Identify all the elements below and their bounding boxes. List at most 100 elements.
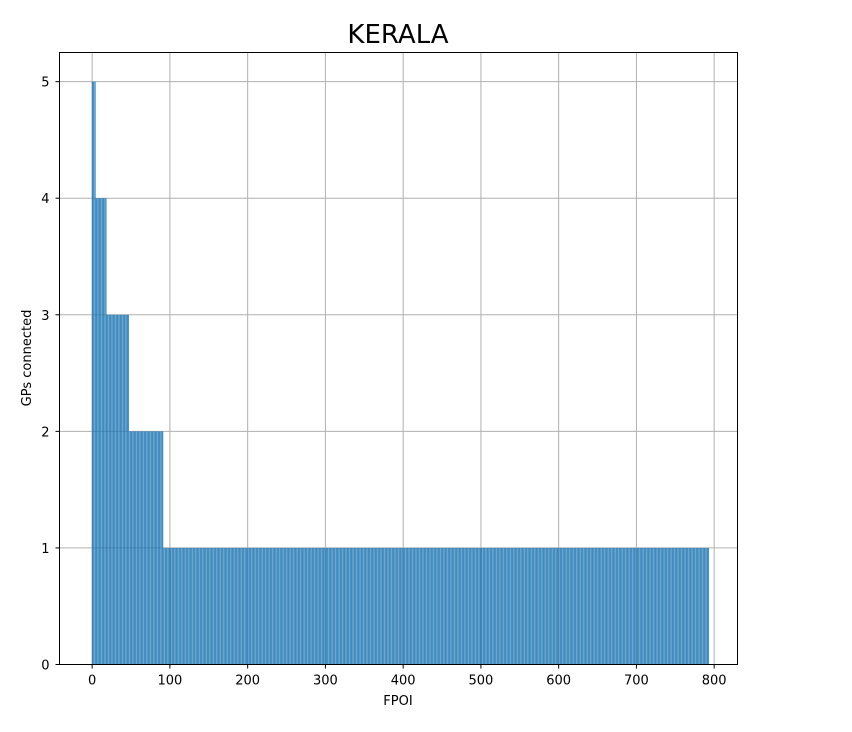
bar xyxy=(461,547,463,665)
bar xyxy=(620,547,622,665)
bar xyxy=(110,314,112,665)
bar xyxy=(472,547,474,665)
bar xyxy=(428,547,430,665)
bar xyxy=(699,547,701,665)
bar xyxy=(331,547,332,665)
bar xyxy=(234,547,235,665)
bar xyxy=(468,547,470,665)
bar xyxy=(290,547,292,665)
bar xyxy=(589,547,591,665)
bar xyxy=(193,547,195,665)
bar xyxy=(400,547,402,665)
bar xyxy=(580,547,581,665)
bar xyxy=(547,547,549,665)
bar xyxy=(233,547,234,665)
bar xyxy=(381,547,383,665)
bar xyxy=(261,547,262,665)
bar xyxy=(157,431,158,665)
bar xyxy=(556,547,557,665)
bar xyxy=(531,547,532,665)
bar xyxy=(519,547,521,665)
bar xyxy=(462,547,464,665)
bar xyxy=(94,81,96,665)
bar xyxy=(683,547,685,665)
bar xyxy=(516,547,517,665)
bar xyxy=(127,314,129,665)
bar xyxy=(628,547,629,665)
bar xyxy=(123,314,125,665)
bar xyxy=(258,547,259,665)
bar xyxy=(404,547,406,665)
bar xyxy=(320,547,322,665)
bar xyxy=(572,547,573,665)
bar xyxy=(442,547,444,665)
bar xyxy=(356,547,357,665)
bar xyxy=(165,547,167,665)
bar xyxy=(402,547,403,665)
bar xyxy=(695,547,696,665)
bar xyxy=(119,314,121,665)
bar xyxy=(567,547,569,665)
bar xyxy=(256,547,258,665)
bar xyxy=(367,547,369,665)
bar xyxy=(667,547,669,665)
bar xyxy=(498,547,500,665)
bar xyxy=(196,547,198,665)
bar xyxy=(98,198,100,665)
bar xyxy=(170,547,171,665)
bar xyxy=(157,431,159,665)
bar xyxy=(610,547,612,665)
bar xyxy=(530,547,531,665)
bar xyxy=(563,547,565,665)
bar xyxy=(615,547,617,665)
bar xyxy=(262,547,263,665)
bar xyxy=(143,431,145,665)
bar xyxy=(630,547,632,665)
bar xyxy=(417,547,419,665)
bar xyxy=(692,547,694,665)
bar xyxy=(626,547,628,665)
bar xyxy=(394,547,395,665)
bar xyxy=(465,547,467,665)
bar xyxy=(128,314,130,665)
bar xyxy=(264,547,266,665)
bar xyxy=(283,547,284,665)
bar xyxy=(664,547,665,665)
bar xyxy=(437,547,438,665)
bar xyxy=(273,547,275,665)
bar xyxy=(161,431,162,665)
bar xyxy=(436,547,437,665)
bar xyxy=(255,547,257,665)
bar xyxy=(155,431,157,665)
bar xyxy=(570,547,571,665)
bar xyxy=(98,198,99,665)
bar xyxy=(210,547,212,665)
bar xyxy=(447,547,448,665)
bar xyxy=(524,547,525,665)
bar xyxy=(603,547,605,665)
bar xyxy=(481,547,483,665)
bar xyxy=(210,547,211,665)
bar xyxy=(112,314,114,665)
bar xyxy=(234,547,236,665)
bar xyxy=(532,547,534,665)
bar xyxy=(129,431,131,665)
bar xyxy=(618,547,619,665)
bar xyxy=(707,547,709,665)
bar xyxy=(114,314,116,665)
bar xyxy=(378,547,380,665)
bar xyxy=(231,547,232,665)
bar xyxy=(631,547,633,665)
bar xyxy=(283,547,285,665)
bar xyxy=(371,547,373,665)
bar xyxy=(573,547,575,665)
bar xyxy=(349,547,351,665)
bar xyxy=(189,547,190,665)
bar xyxy=(629,547,630,665)
bar xyxy=(177,547,178,665)
bar xyxy=(161,431,163,665)
bar xyxy=(214,547,216,665)
bar xyxy=(500,547,501,665)
bar xyxy=(384,547,386,665)
bar xyxy=(202,547,203,665)
